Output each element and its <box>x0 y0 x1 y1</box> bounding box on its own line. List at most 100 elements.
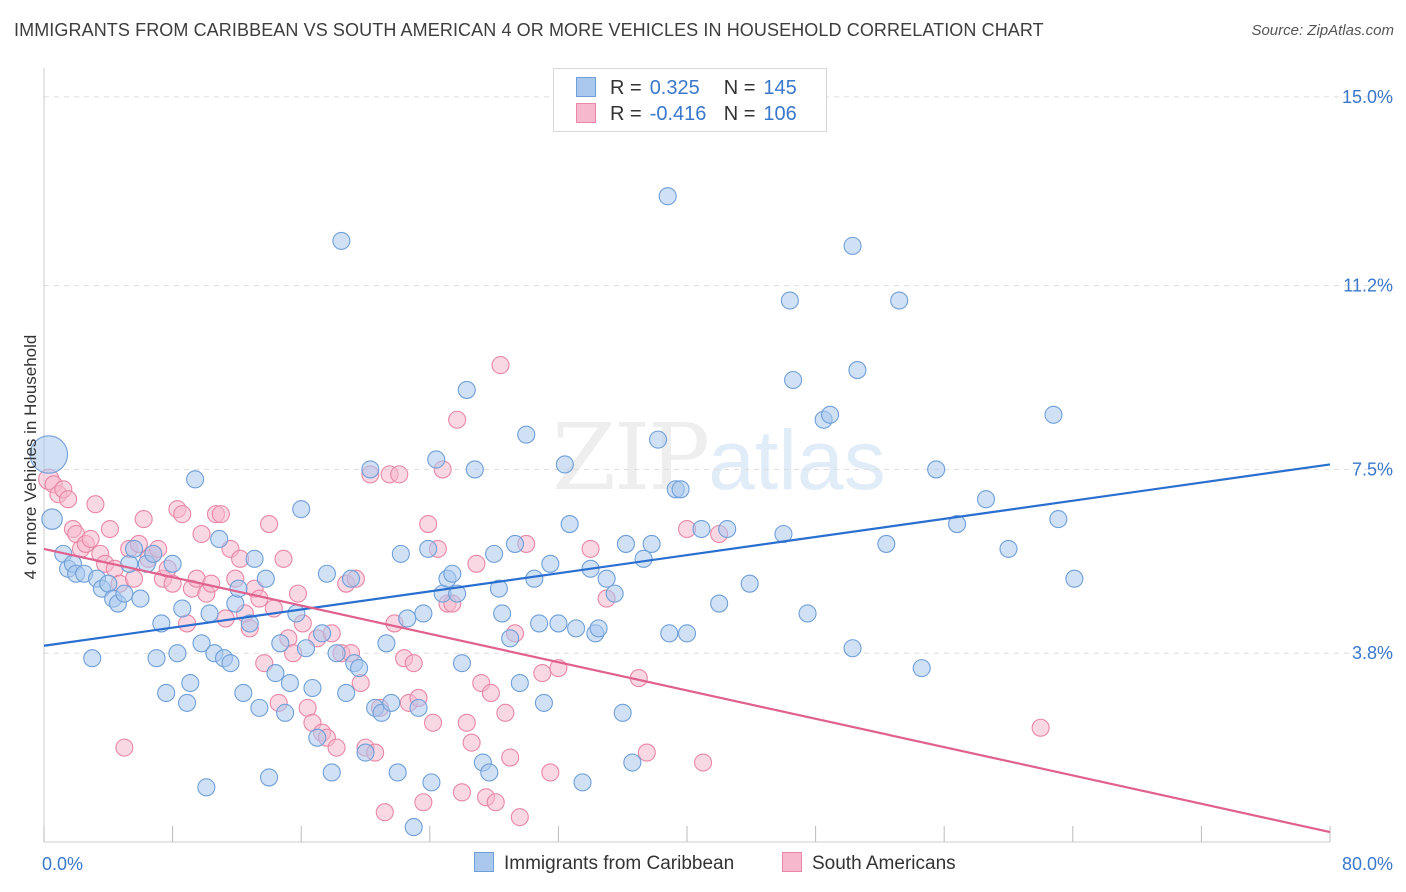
caribbean-point <box>613 703 632 722</box>
caribbean-point <box>419 539 438 558</box>
caribbean-point <box>589 619 608 638</box>
caribbean-point <box>356 743 375 762</box>
caribbean-point <box>292 500 311 519</box>
caribbean-point <box>382 693 401 712</box>
caribbean-point <box>210 529 229 549</box>
caribbean-point <box>510 673 529 693</box>
caribbean-point <box>1065 569 1084 588</box>
legend-n-value: 145 <box>763 77 797 99</box>
grid-lines <box>44 96 1392 654</box>
caribbean-point <box>409 698 428 717</box>
caribbean-point <box>391 544 410 563</box>
caribbean-point <box>41 508 63 530</box>
caribbean-point <box>350 659 369 678</box>
south-americans-point <box>457 713 476 732</box>
legend-r-label: R = <box>610 77 642 99</box>
caribbean-point <box>271 634 290 653</box>
caribbean-point <box>226 594 245 613</box>
south-americans-point <box>501 748 520 767</box>
caribbean-point <box>157 683 176 703</box>
caribbean-point <box>404 818 423 837</box>
caribbean-point <box>634 549 653 568</box>
trend-lines <box>43 463 1331 834</box>
legend-r-label: R = <box>610 103 642 125</box>
caribbean-point <box>332 231 351 250</box>
caribbean-point <box>266 664 285 683</box>
caribbean-point <box>843 236 862 255</box>
caribbean-point <box>848 361 867 380</box>
south-americans-point <box>462 733 481 752</box>
caribbean-point <box>144 544 163 563</box>
caribbean-point <box>422 773 441 792</box>
caribbean-point <box>493 604 512 623</box>
south-americans-point <box>173 505 192 524</box>
caribbean-point <box>480 763 499 782</box>
caribbean-point <box>83 649 102 668</box>
caribbean-point <box>443 564 462 583</box>
south-americans-point <box>134 510 153 529</box>
south-americans-point <box>375 803 394 822</box>
caribbean-point <box>308 728 327 747</box>
caribbean-point <box>489 579 508 598</box>
south-americans-swatch <box>576 103 596 123</box>
south-americans-point <box>59 490 78 509</box>
caribbean-point <box>388 763 407 782</box>
caribbean-points <box>29 187 1084 837</box>
caribbean-point <box>192 634 211 653</box>
south-americans-points <box>38 356 1050 827</box>
caribbean-point <box>29 435 69 474</box>
y-axis-label: 4 or more Vehicles in Household <box>21 335 40 580</box>
caribbean-point <box>999 539 1018 558</box>
caribbean-point <box>317 564 336 583</box>
caribbean-point <box>115 584 134 603</box>
caribbean-legend-label: Immigrants from Caribbean <box>504 853 735 874</box>
caribbean-point <box>605 584 624 603</box>
caribbean-point <box>361 460 380 479</box>
caribbean-point <box>623 753 642 772</box>
caribbean-point <box>414 604 433 623</box>
caribbean-point <box>186 470 205 489</box>
south-americans-point <box>448 410 467 429</box>
south-americans-point <box>100 519 119 539</box>
chart-source: Source: ZipAtlas.com <box>1251 22 1394 39</box>
caribbean-point <box>843 639 862 658</box>
south-americans-point <box>694 753 713 772</box>
caribbean-point <box>573 773 592 792</box>
legend-n-label: N = <box>723 103 756 125</box>
south-americans-point <box>452 783 472 802</box>
caribbean-point <box>313 624 332 643</box>
south-americans-point <box>86 495 105 514</box>
caribbean-point <box>448 584 467 603</box>
caribbean-point <box>168 644 187 663</box>
legend-r-value: -0.416 <box>649 103 707 125</box>
legend-row-south-americans: R = -0.416 N = 106 <box>576 103 797 127</box>
south-americans-point <box>288 584 308 603</box>
south-americans-point <box>327 738 346 757</box>
caribbean-point <box>276 703 295 722</box>
caribbean-point <box>427 450 446 469</box>
caribbean-point <box>567 619 586 638</box>
caribbean-point <box>221 654 240 673</box>
south-americans-point <box>390 465 409 484</box>
south-americans-point <box>81 529 100 549</box>
caribbean-point <box>240 614 259 633</box>
south-americans-point <box>510 808 529 827</box>
chart-title: IMMIGRANTS FROM CARIBBEAN VS SOUTH AMERI… <box>14 20 1044 40</box>
caribbean-point <box>341 569 361 588</box>
caribbean-point <box>780 291 799 310</box>
south-americans-legend-label: South Americans <box>812 853 956 874</box>
caribbean-point <box>377 634 396 653</box>
south-americans-point <box>163 574 182 593</box>
south-americans-point <box>419 515 438 534</box>
south-americans-trend-line <box>43 547 1331 834</box>
caribbean-point <box>505 534 525 553</box>
south-americans-point <box>211 505 230 524</box>
caribbean-point <box>912 659 931 678</box>
caribbean-point <box>245 549 264 568</box>
caribbean-point <box>181 673 200 693</box>
caribbean-point <box>296 639 316 658</box>
x-tick-label: 80.0% <box>1342 854 1393 874</box>
legend-n-label: N = <box>723 77 756 99</box>
caribbean-point <box>234 683 253 703</box>
y-tick-label: 15.0% <box>1342 87 1393 107</box>
